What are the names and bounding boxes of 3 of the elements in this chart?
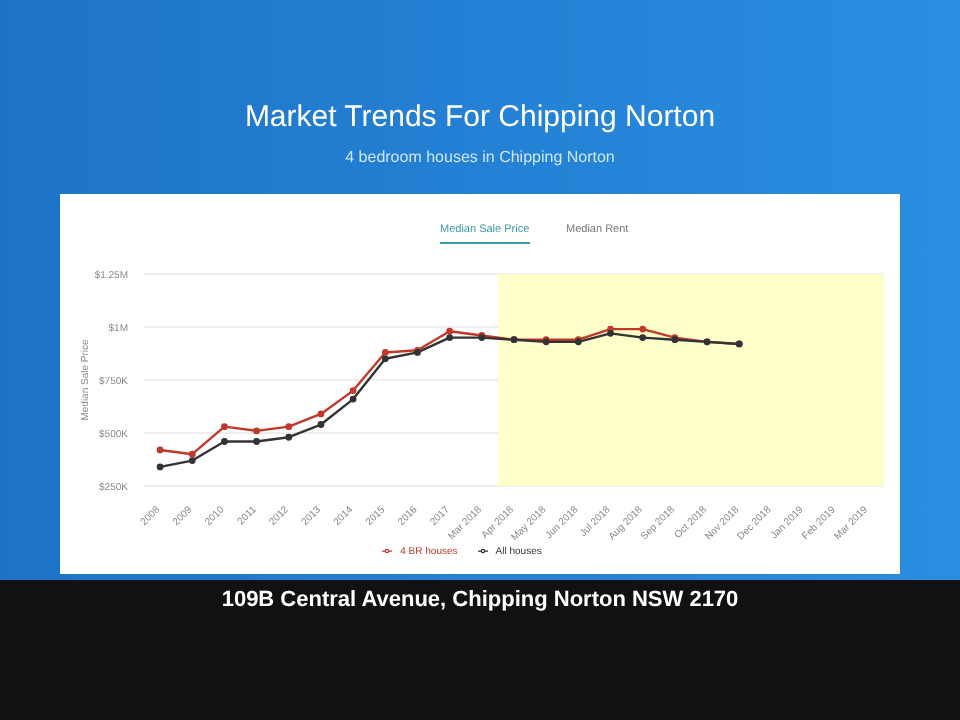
text: 109B Central Avenue, Chipping Norton NSW 2170 xyxy=(219,588,741,612)
chart-title: Market Trends For Chipping Norton xyxy=(242,100,718,134)
chart-subtitle: 4 bedroom houses in Chipping Norton xyxy=(343,148,617,166)
